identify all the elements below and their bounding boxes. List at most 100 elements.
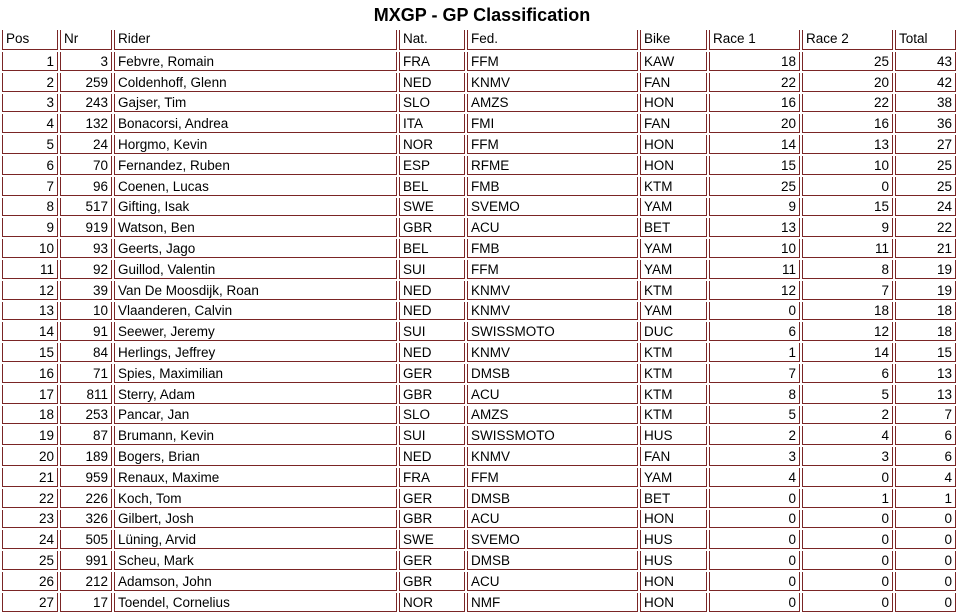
page-title: MXGP - GP Classification xyxy=(373,5,591,25)
cell-pos: 18 xyxy=(2,405,58,425)
cell-pos: 3 xyxy=(2,93,58,113)
cell-rider: Adamson, John xyxy=(114,571,397,591)
cell-rider: Gifting, Isak xyxy=(114,197,397,217)
cell-bike: KTM xyxy=(640,405,707,425)
cell-nat: NED xyxy=(399,343,465,362)
cell-nat: BEL xyxy=(399,239,465,258)
cell-pos: 25 xyxy=(2,551,58,570)
cell-bike: YAM xyxy=(640,239,707,258)
cell-nat: SUI xyxy=(399,259,465,279)
cell-total: 15 xyxy=(895,343,956,362)
table-row: 20 189 Bogers, Brian NED KNMV FAN 3 3 6 xyxy=(2,447,956,466)
column-header-rider: Rider xyxy=(114,30,397,50)
cell-race1: 3 xyxy=(709,447,800,466)
cell-total: 43 xyxy=(895,52,956,71)
cell-bike: HON xyxy=(640,592,707,612)
cell-rider: Toendel, Cornelius xyxy=(114,592,397,612)
cell-rider: Scheu, Mark xyxy=(114,551,397,570)
cell-nat: BEL xyxy=(399,176,465,196)
cell-pos: 9 xyxy=(2,218,58,238)
cell-race2: 6 xyxy=(802,363,893,383)
cell-nr: 919 xyxy=(60,218,112,238)
cell-race1: 6 xyxy=(709,322,800,342)
cell-nr: 243 xyxy=(60,93,112,113)
cell-total: 38 xyxy=(895,93,956,113)
cell-nr: 189 xyxy=(60,447,112,466)
cell-nat: NED xyxy=(399,301,465,321)
cell-pos: 14 xyxy=(2,322,58,342)
cell-nat: SUI xyxy=(399,322,465,342)
cell-nr: 132 xyxy=(60,114,112,134)
cell-pos: 10 xyxy=(2,239,58,258)
cell-race2: 9 xyxy=(802,218,893,238)
cell-fed: DMSB xyxy=(467,363,638,383)
cell-race2: 4 xyxy=(802,426,893,446)
table-row: 7 96 Coenen, Lucas BEL FMB KTM 25 0 25 xyxy=(2,176,956,196)
cell-race1: 0 xyxy=(709,592,800,612)
table-row: 6 70 Fernandez, Ruben ESP RFME HON 15 10 25 xyxy=(2,155,956,175)
cell-nr: 259 xyxy=(60,72,112,92)
cell-nr: 3 xyxy=(60,52,112,71)
cell-nr: 10 xyxy=(60,301,112,321)
cell-pos: 17 xyxy=(2,384,58,404)
cell-total: 25 xyxy=(895,155,956,175)
cell-race2: 0 xyxy=(802,467,893,487)
cell-race2: 0 xyxy=(802,551,893,570)
cell-bike: HUS xyxy=(640,551,707,570)
cell-total: 22 xyxy=(895,218,956,238)
cell-fed: ACU xyxy=(467,509,638,529)
cell-rider: Watson, Ben xyxy=(114,218,397,238)
cell-nat: SLO xyxy=(399,405,465,425)
table-row: 3 243 Gajser, Tim SLO AMZS HON 16 22 38 xyxy=(2,93,956,113)
table-row: 9 919 Watson, Ben GBR ACU BET 13 9 22 xyxy=(2,218,956,238)
cell-rider: Coenen, Lucas xyxy=(114,176,397,196)
cell-bike: HON xyxy=(640,509,707,529)
cell-nr: 811 xyxy=(60,384,112,404)
cell-bike: BET xyxy=(640,488,707,508)
cell-total: 6 xyxy=(895,447,956,466)
cell-pos: 27 xyxy=(2,592,58,612)
cell-fed: FFM xyxy=(467,52,638,71)
cell-bike: YAM xyxy=(640,301,707,321)
cell-fed: SVEMO xyxy=(467,530,638,550)
cell-total: 0 xyxy=(895,551,956,570)
cell-fed: ACU xyxy=(467,571,638,591)
cell-total: 0 xyxy=(895,571,956,591)
cell-pos: 22 xyxy=(2,488,58,508)
cell-bike: KTM xyxy=(640,176,707,196)
cell-total: 1 xyxy=(895,488,956,508)
cell-rider: Guillod, Valentin xyxy=(114,259,397,279)
cell-bike: FAN xyxy=(640,447,707,466)
cell-rider: Febvre, Romain xyxy=(114,52,397,71)
cell-nat: GER xyxy=(399,363,465,383)
cell-nr: 212 xyxy=(60,571,112,591)
cell-race1: 22 xyxy=(709,72,800,92)
cell-pos: 16 xyxy=(2,363,58,383)
cell-nat: GBR xyxy=(399,218,465,238)
cell-rider: Fernandez, Ruben xyxy=(114,155,397,175)
cell-rider: Gilbert, Josh xyxy=(114,509,397,529)
cell-race1: 12 xyxy=(709,280,800,300)
cell-bike: BET xyxy=(640,218,707,238)
cell-rider: Vlaanderen, Calvin xyxy=(114,301,397,321)
cell-fed: FMB xyxy=(467,176,638,196)
cell-race1: 0 xyxy=(709,509,800,529)
cell-race1: 10 xyxy=(709,239,800,258)
cell-race1: 0 xyxy=(709,488,800,508)
cell-pos: 12 xyxy=(2,280,58,300)
cell-fed: KNMV xyxy=(467,301,638,321)
cell-race1: 16 xyxy=(709,93,800,113)
cell-fed: KNMV xyxy=(467,72,638,92)
cell-race1: 5 xyxy=(709,405,800,425)
cell-total: 18 xyxy=(895,322,956,342)
cell-nr: 17 xyxy=(60,592,112,612)
cell-bike: HON xyxy=(640,93,707,113)
cell-bike: HON xyxy=(640,155,707,175)
cell-bike: FAN xyxy=(640,114,707,134)
cell-rider: Gajser, Tim xyxy=(114,93,397,113)
table-row: 11 92 Guillod, Valentin SUI FFM YAM 11 8 19 xyxy=(2,259,956,279)
cell-nat: SUI xyxy=(399,426,465,446)
cell-race2: 3 xyxy=(802,447,893,466)
cell-race2: 13 xyxy=(802,135,893,154)
